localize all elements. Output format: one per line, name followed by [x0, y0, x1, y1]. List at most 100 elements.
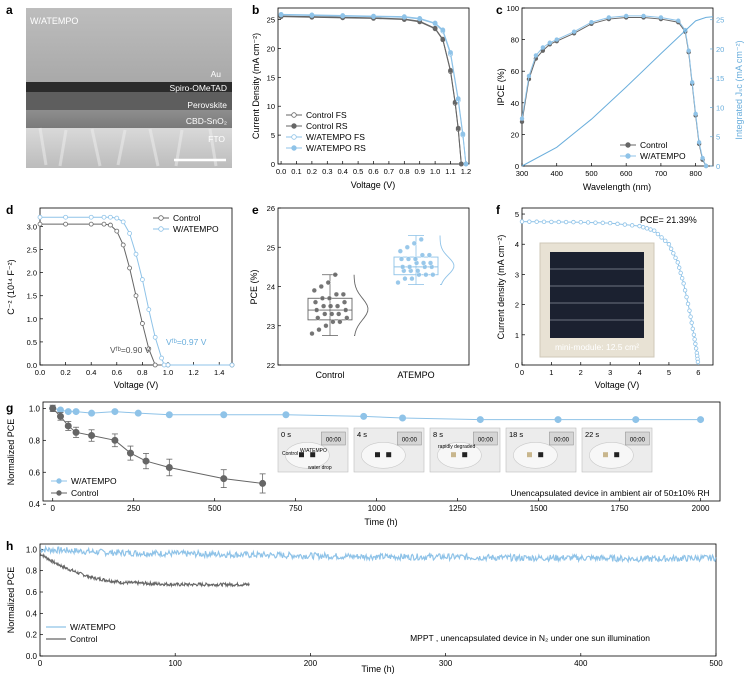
pce-data-point: [426, 252, 432, 258]
stability-point-watempo: [64, 408, 72, 416]
stability-point-watempo: [134, 409, 142, 417]
legend-b-entry-label: W/ATEMPO RS: [306, 143, 366, 153]
x-tick-label: 0.6: [368, 167, 378, 176]
y-axis-label-b: Current Density (mA cm⁻²): [251, 33, 261, 139]
control-device-square: [299, 452, 304, 458]
ms-point-control: [88, 221, 94, 227]
ms-point-watempo: [159, 355, 165, 361]
plot-frame-h: [39, 543, 717, 657]
pce-data-point: [309, 331, 315, 337]
x-tick-label: 1500: [530, 504, 548, 513]
timer-device: [549, 431, 574, 446]
photo-note-watempo: W/ATEMPO: [300, 448, 327, 454]
ms-point-watempo: [152, 334, 158, 340]
legend-b-entry-label: Control FS: [306, 110, 347, 120]
legend-h: W/ATEMPO Control: [46, 622, 116, 644]
pce-data-point: [319, 295, 326, 301]
y-tick-label: 3: [515, 270, 519, 279]
legend-b-entry-label: W/ATEMPO FS: [306, 132, 365, 142]
module-jv-point: [648, 227, 653, 232]
stability-curve-watempo: [52, 407, 701, 421]
ms-point-watempo: [37, 214, 43, 220]
panel-letter-c: c: [496, 3, 503, 17]
pce-data-point: [427, 260, 434, 266]
x-tick-label: 1.0: [163, 368, 173, 377]
stability-point-control: [259, 479, 267, 487]
x-axis-label-h: Time (h): [361, 664, 394, 674]
y-tick-label: 0.8: [26, 567, 38, 576]
module-jv-point: [678, 270, 683, 276]
pce-data-point: [407, 264, 413, 270]
y-ticks-right-c: 0 5 10 15 20 25: [710, 16, 724, 171]
module-cell-lines: [550, 268, 644, 321]
panel-letter-e: e: [252, 203, 259, 217]
photo-note-control: Control: [282, 451, 298, 457]
y-ticks-f: 0 1 2 3 4 5: [515, 210, 525, 370]
water-drop-area: [589, 441, 634, 469]
ipce-point-watempo: [703, 163, 709, 169]
panel-letter-g: g: [6, 401, 13, 415]
pce-data-point: [337, 319, 343, 325]
y-tick-label: 0.6: [29, 468, 41, 477]
legend-c-entry-label: W/ATEMPO: [640, 151, 686, 161]
pce-data-point: [316, 327, 322, 333]
x-ticks-c: 300 400 500 600 700 800: [516, 163, 702, 178]
timer-readout: 00:00: [478, 438, 494, 444]
x-tick-label: 400: [574, 659, 588, 668]
x-tick-label: 6: [696, 368, 700, 377]
y-tick-label: 0: [271, 160, 275, 169]
series-e: [307, 235, 455, 337]
x-tick-label: 1.2: [461, 167, 471, 176]
module-jv-point: [671, 251, 676, 256]
ipce-point-watempo: [700, 155, 705, 161]
photo-time-label: 4 s: [357, 430, 367, 439]
pce-data-point: [400, 264, 406, 270]
ipce-point-watempo: [689, 80, 695, 85]
module-jv-point: [527, 219, 532, 224]
ipce-point-watempo: [658, 15, 664, 20]
pce-data-point: [323, 323, 329, 329]
ms-point-watempo: [114, 215, 120, 221]
stability-point-watempo: [360, 412, 368, 420]
photo-note-drop: water drop: [308, 465, 332, 471]
distribution-curve: [439, 235, 455, 285]
pce-data-point: [419, 252, 425, 258]
series-c: [519, 13, 714, 169]
plot-frame-d: [39, 207, 233, 366]
y-tick-label: 25: [267, 16, 275, 25]
ms-point-control: [108, 222, 113, 228]
jv-point-b: [440, 27, 446, 33]
module-jv-point: [629, 223, 635, 228]
stability-point-control: [56, 412, 64, 420]
module-jv-point: [677, 265, 682, 270]
stability-point-control: [49, 404, 57, 412]
legend-d-entry-swatch-marker: [158, 215, 164, 221]
module-jv-point: [600, 220, 606, 226]
x-tick-label: 500: [585, 169, 598, 178]
y-tick-label: 1.0: [27, 315, 37, 324]
x-tick-label: 0.1: [291, 167, 301, 176]
pce-data-point: [430, 272, 436, 278]
ipce-point-watempo: [526, 73, 532, 79]
integrated-jsc-curve: [521, 16, 714, 167]
y-tick-label: 10: [267, 102, 275, 111]
y-tick-label: 15: [267, 73, 275, 82]
x-tick-label: 1000: [368, 504, 386, 513]
x-tick-label: 0.0: [276, 167, 286, 176]
pce-data-point: [329, 311, 335, 317]
stability-point-watempo: [111, 408, 119, 416]
module-jv-point: [534, 219, 539, 224]
vfb-watempo-annotation: Vᶠᵇ=0.97 V: [166, 337, 207, 347]
caption-h: MPPT , unencapsulated device in N₂ under…: [410, 633, 650, 643]
module-jv-point: [652, 228, 657, 233]
ms-point-control: [152, 362, 158, 368]
y-tick-label: 1.5: [27, 292, 37, 301]
y-tick-label: 0.5: [27, 338, 37, 347]
pce-data-point: [411, 240, 417, 246]
sem-sample-label: W/ATEMPO: [30, 16, 78, 26]
plot-frame-e: [277, 207, 470, 366]
pce-data-point: [397, 248, 403, 254]
x-axis-label-c: Wavelength (nm): [583, 182, 651, 192]
x-tick-label: 300: [516, 169, 529, 178]
legend-d-entry-swatch-marker: [158, 226, 164, 232]
